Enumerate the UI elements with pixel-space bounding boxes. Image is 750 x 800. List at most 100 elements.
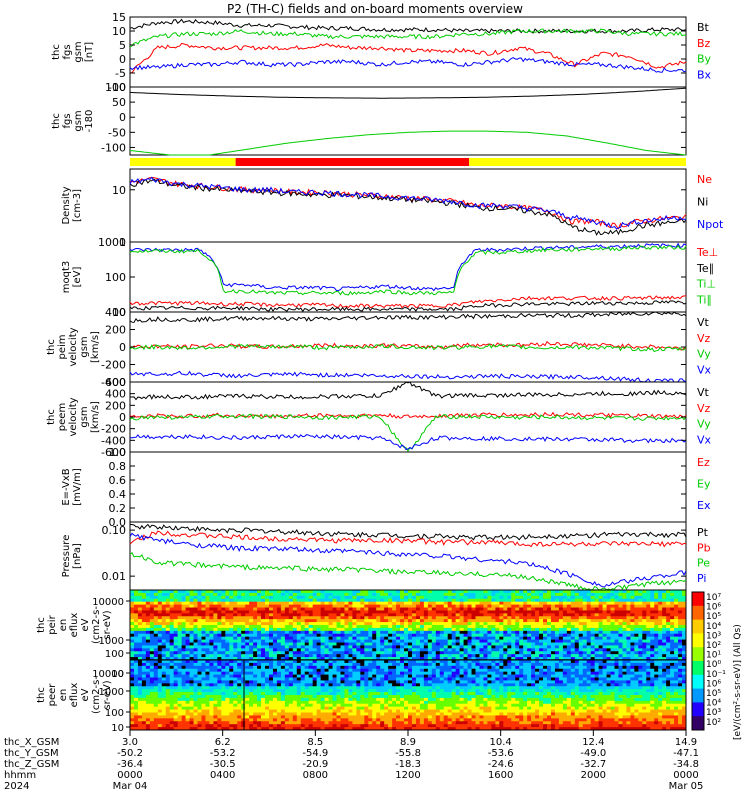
spectrogram-cell xyxy=(447,613,452,617)
spectrogram-cell xyxy=(578,630,584,635)
spectrogram-cell xyxy=(205,627,210,632)
spectrogram-cell xyxy=(523,636,528,640)
spectrogram-cell xyxy=(598,598,603,602)
spectrogram-cell xyxy=(543,616,548,620)
spectrogram-cell xyxy=(185,660,190,664)
spectrogram-cell xyxy=(471,590,476,594)
y-tick-label: 10 xyxy=(112,25,126,38)
spectrogram-cell xyxy=(300,724,306,728)
spectrogram-cell xyxy=(451,648,456,652)
spectrogram-cell xyxy=(201,595,206,600)
spectrogram-cell xyxy=(265,700,270,705)
spectrogram-cell xyxy=(221,636,226,640)
spectrogram-cell xyxy=(352,660,357,664)
spectrogram-cell xyxy=(213,639,218,643)
spectrogram-cell xyxy=(320,709,325,713)
spectrogram-cell xyxy=(352,654,357,658)
spectrogram-cell xyxy=(562,630,568,635)
spectrogram-cell xyxy=(614,654,619,658)
spectrogram-cell xyxy=(519,642,524,646)
spectrogram-cell xyxy=(654,613,659,617)
spectrogram-cell xyxy=(336,601,341,605)
spectrogram-cell xyxy=(173,683,178,687)
spectrogram-cell xyxy=(511,654,516,658)
spectrogram-cell xyxy=(161,683,167,687)
legend-Te: Te⊥ xyxy=(696,246,718,259)
spectrogram-cell xyxy=(348,625,353,629)
spectrogram-cell xyxy=(245,703,250,707)
spectrogram-cell xyxy=(229,689,234,693)
spectrogram-cell xyxy=(435,633,441,637)
spectrogram-cell xyxy=(606,595,611,600)
spectrogram-cell xyxy=(475,616,480,620)
spectrogram-cell xyxy=(312,630,317,635)
spectrogram-cell xyxy=(165,639,171,643)
spectrogram-cell xyxy=(324,598,329,602)
spectrogram-cell xyxy=(153,610,159,614)
spectrogram-cell xyxy=(443,633,449,637)
spectrogram-cell xyxy=(515,619,520,623)
spectrogram-cell xyxy=(582,622,588,626)
spectrogram-cell xyxy=(415,592,421,597)
spectrogram-cell xyxy=(201,689,206,693)
spectrogram-cell xyxy=(392,592,397,597)
spectrogram-cell xyxy=(634,604,639,608)
spectrogram-cell xyxy=(670,633,675,637)
spectrogram-cell xyxy=(531,616,536,620)
spectrogram-cell xyxy=(459,616,464,620)
spectrogram-cell xyxy=(276,616,282,620)
spectrogram-cell xyxy=(392,654,397,658)
spectrogram-cell xyxy=(431,636,437,640)
spectrogram-cell xyxy=(169,721,174,725)
spectrogram-cell xyxy=(197,686,202,690)
spectrogram-cell xyxy=(479,636,484,640)
spectrogram-cell xyxy=(630,610,635,614)
spectrogram-cell xyxy=(173,689,178,693)
legend-Vz: Vz xyxy=(697,402,711,415)
spectrogram-cell xyxy=(173,610,178,614)
spectrogram-cell xyxy=(153,622,159,626)
spectrogram-cell xyxy=(332,648,337,652)
spectrogram-cell xyxy=(308,645,313,649)
spectrogram-cell xyxy=(181,607,186,611)
spectrogram-cell xyxy=(209,627,214,632)
spectrogram-cell xyxy=(272,709,278,713)
spectrogram-cell xyxy=(419,595,425,600)
spectrogram-cell xyxy=(261,613,266,617)
spectrogram-cell xyxy=(165,660,171,664)
spectrogram-cell xyxy=(161,671,167,675)
spectrogram-cell xyxy=(439,616,445,620)
spectrogram-cell xyxy=(618,619,623,623)
spectrogram-cell xyxy=(141,686,147,690)
spectrogram-cell xyxy=(431,642,437,646)
spectrogram-cell xyxy=(189,636,194,640)
spectrogram-cell xyxy=(300,715,306,719)
spectrogram-cell xyxy=(344,712,349,716)
spectrogram-cell xyxy=(408,595,413,600)
spectrogram-cell xyxy=(237,622,242,626)
spectrogram-cell xyxy=(626,592,631,597)
spectrogram-cell xyxy=(459,610,464,614)
spectrogram-cell xyxy=(435,595,441,600)
spectrogram-cell xyxy=(237,721,242,725)
spectrogram-cell xyxy=(380,630,385,635)
spectrogram-cell xyxy=(300,686,306,690)
spectrogram-cell xyxy=(133,654,139,658)
spectrogram-cell xyxy=(229,709,234,713)
spectrogram-cell xyxy=(145,622,151,626)
spectrogram-cell xyxy=(475,633,480,637)
spectrogram-cell xyxy=(133,703,139,707)
spectrogram-cell xyxy=(328,633,333,637)
spectrogram-cell xyxy=(149,662,155,667)
spectrogram-cell xyxy=(447,590,452,594)
spectrogram-cell xyxy=(209,645,214,649)
spectrogram-cell xyxy=(276,630,282,635)
spectrogram-cell xyxy=(332,607,337,611)
spectrogram-cell xyxy=(145,680,151,684)
spectrogram-cell xyxy=(141,709,147,713)
spectrogram-cell xyxy=(316,660,321,664)
spectrogram-cell xyxy=(654,636,659,640)
spectrogram-cell xyxy=(157,712,163,716)
spectrogram-cell xyxy=(547,604,552,608)
